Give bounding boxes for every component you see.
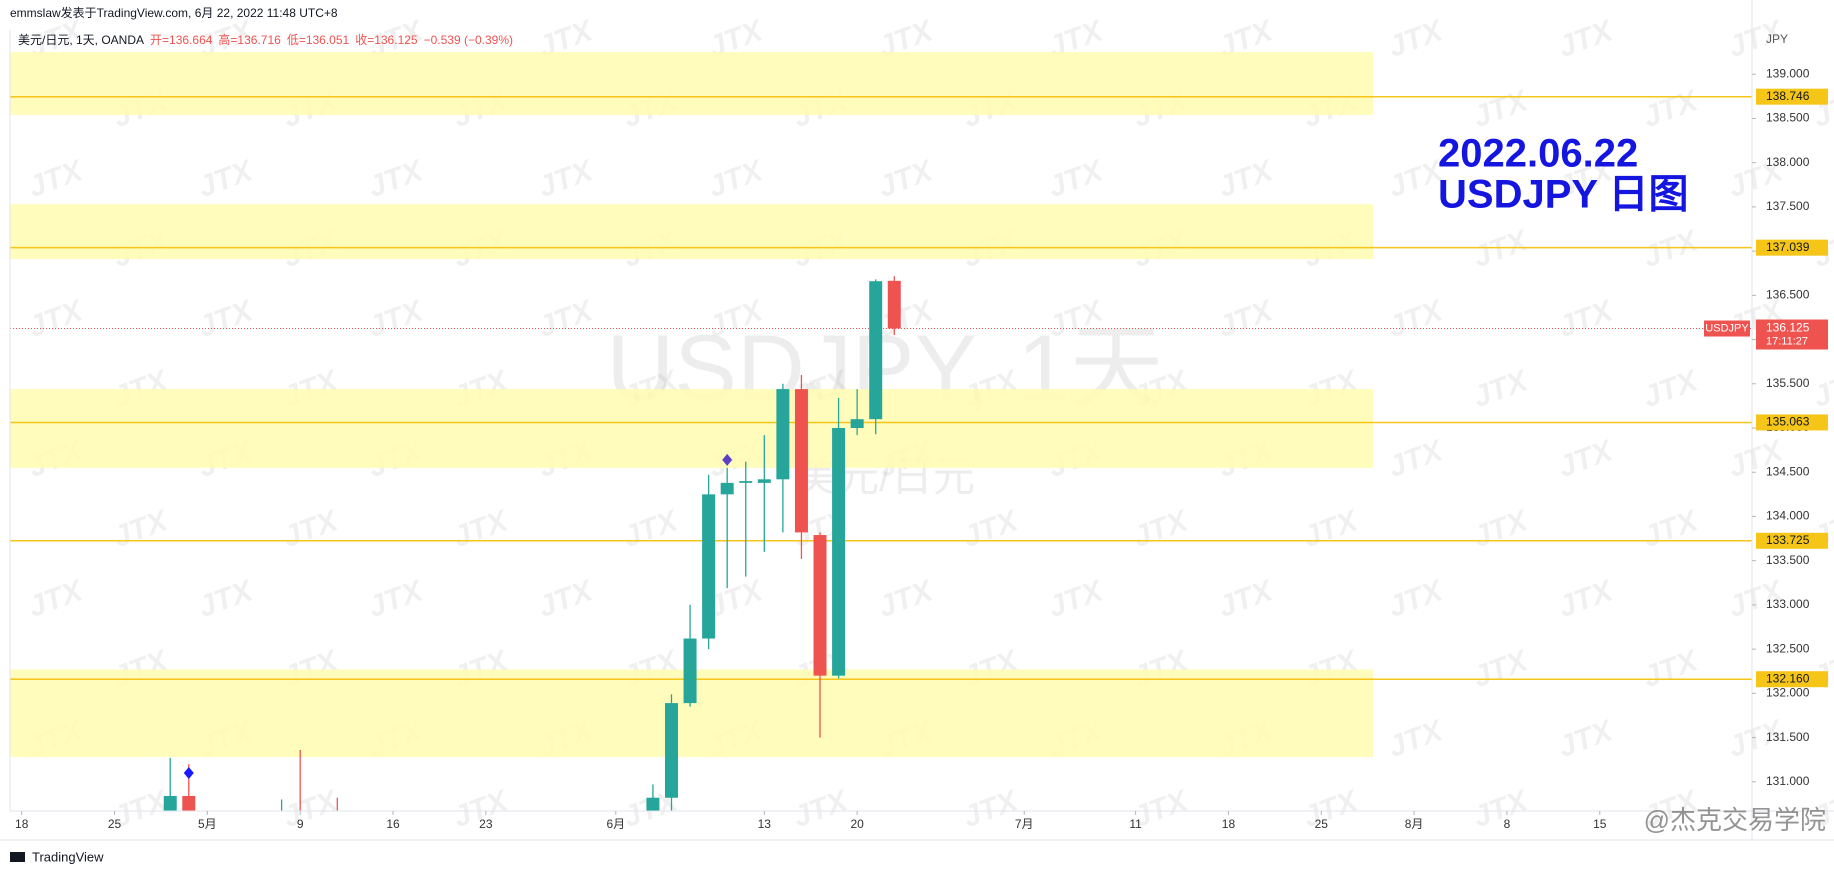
zone bbox=[10, 52, 1373, 115]
y-tick-label: 139.000 bbox=[1766, 66, 1810, 80]
legend-item: 高=136.716 bbox=[218, 32, 281, 47]
y-tick-label: 134.500 bbox=[1766, 464, 1810, 478]
level-label: 138.746 bbox=[1766, 89, 1810, 103]
y-tick-label: 133.500 bbox=[1766, 553, 1810, 567]
level-tag bbox=[1756, 88, 1828, 105]
level-tag bbox=[1756, 239, 1828, 256]
candle-body bbox=[850, 419, 864, 429]
x-tick-label: 9 bbox=[297, 817, 304, 831]
candle-body bbox=[832, 428, 846, 676]
x-tick-label: 8 bbox=[1504, 817, 1511, 831]
y-axis-label: JPY bbox=[1766, 32, 1788, 46]
legend-item: 收=136.125 bbox=[355, 33, 418, 47]
last-price-tag bbox=[1756, 319, 1828, 350]
x-tick-label: 13 bbox=[758, 817, 772, 831]
level-label: 137.039 bbox=[1766, 240, 1810, 254]
x-tick-label: 6月 bbox=[606, 817, 625, 831]
symbol-label: USDJPY bbox=[1705, 322, 1749, 334]
level-label: 133.725 bbox=[1766, 533, 1810, 547]
level-tag bbox=[1756, 532, 1828, 549]
candle-body bbox=[702, 494, 716, 639]
countdown: 17:11:27 bbox=[1766, 335, 1808, 347]
y-tick-label: 131.500 bbox=[1766, 730, 1810, 744]
x-tick-label: 5月 bbox=[198, 817, 217, 831]
level-label: 135.063 bbox=[1766, 415, 1810, 429]
level-tag bbox=[1756, 671, 1828, 688]
last-price-label: 136.125 bbox=[1766, 321, 1810, 335]
y-tick-label: 138.000 bbox=[1766, 155, 1810, 169]
legend-item: −0.539 (−0.39%) bbox=[424, 33, 513, 47]
footer: TradingView bbox=[32, 849, 104, 864]
candle-body bbox=[163, 795, 177, 811]
candle-body bbox=[887, 280, 901, 329]
axes: 131.000 131.500 132.000 132.500 133.000 133.5… bbox=[15, 66, 1828, 831]
y-tick-label: 135.500 bbox=[1766, 376, 1810, 390]
x-tick-label: 8月 bbox=[1405, 817, 1424, 831]
marker bbox=[722, 453, 733, 466]
y-tick-label: 133.000 bbox=[1766, 597, 1810, 611]
x-tick-label: 16 bbox=[386, 817, 400, 831]
y-tick-label: 137.500 bbox=[1766, 199, 1810, 213]
candle-body bbox=[182, 795, 196, 811]
x-tick-label: 15 bbox=[1593, 817, 1607, 831]
y-tick-label: 134.000 bbox=[1766, 509, 1810, 523]
legend-item: 开=136.664 bbox=[150, 33, 213, 47]
candle-body bbox=[869, 281, 883, 420]
x-tick-label: 11 bbox=[1129, 817, 1142, 831]
candle-body bbox=[683, 638, 697, 704]
x-tick-label: 25 bbox=[1315, 817, 1329, 831]
y-tick-label: 131.000 bbox=[1766, 774, 1810, 788]
legend-item: 美元/日元, 1天, OANDA bbox=[18, 33, 144, 47]
x-tick-label: 18 bbox=[15, 817, 29, 831]
zone bbox=[10, 389, 1373, 468]
x-tick-label: 20 bbox=[850, 817, 864, 831]
y-tick-label: 136.500 bbox=[1766, 288, 1810, 302]
x-tick-label: 7月 bbox=[1015, 817, 1034, 831]
y-tick-label: 132.000 bbox=[1766, 686, 1810, 700]
chart-subtitle: USDJPY 日图 bbox=[1438, 173, 1688, 217]
legend-item: 低=136.051 bbox=[287, 33, 350, 47]
zone bbox=[10, 204, 1373, 260]
x-tick-label: 23 bbox=[479, 817, 493, 831]
chart-title: 2022.06.22 bbox=[1438, 132, 1638, 176]
candle-body bbox=[646, 797, 660, 811]
candle-body bbox=[757, 479, 771, 483]
corner-watermark: @杰克交易学院 bbox=[1644, 805, 1826, 835]
level-label: 132.160 bbox=[1766, 671, 1810, 685]
level-tag bbox=[1756, 414, 1828, 431]
candle-body bbox=[794, 389, 808, 533]
marker bbox=[183, 766, 194, 779]
symbol-tag bbox=[1704, 320, 1750, 337]
candle-body bbox=[720, 482, 734, 495]
candle-body bbox=[813, 535, 827, 676]
header: emmslaw发表于TradingView.com, 6月 22, 2022 1… bbox=[10, 5, 338, 20]
footer-logo: TradingView bbox=[10, 849, 104, 864]
x-tick-label: 25 bbox=[108, 817, 122, 831]
y-tick-label: 132.500 bbox=[1766, 641, 1810, 655]
candle-body bbox=[776, 389, 790, 480]
candle-body bbox=[739, 481, 753, 483]
y-tick-label: 138.500 bbox=[1766, 111, 1810, 125]
candle-body bbox=[664, 703, 678, 798]
x-tick-label: 18 bbox=[1222, 817, 1236, 831]
